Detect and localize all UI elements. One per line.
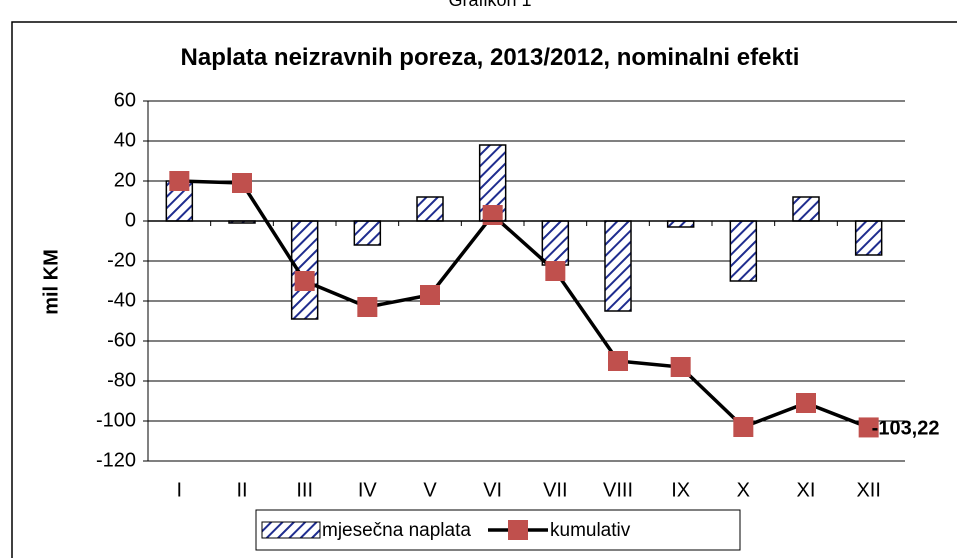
x-tick-label: VI: [483, 479, 502, 501]
bar: [353, 220, 382, 246]
y-axis-title: mil KM: [40, 249, 62, 315]
x-tick-label: II: [236, 479, 247, 501]
chart-title: Naplata neizravnih poreza, 2013/2012, no…: [180, 44, 800, 71]
x-tick-label: V: [423, 479, 437, 501]
bar: [416, 196, 444, 222]
bar: [541, 220, 570, 266]
x-tick-label: XII: [856, 479, 880, 501]
y-tick-label: -120: [96, 449, 136, 471]
y-tick-label: 60: [114, 89, 136, 111]
bar: [854, 220, 883, 256]
marker: [670, 357, 691, 377]
x-tick-label: VIII: [603, 479, 633, 501]
x-tick-label: IV: [358, 479, 378, 501]
y-tick-label: 0: [125, 209, 136, 231]
marker: [608, 351, 628, 371]
chart-frame: [11, 21, 957, 558]
y-tick-label: -40: [107, 289, 136, 311]
marker: [482, 205, 503, 225]
legend-label: mjesečna naplata: [322, 520, 471, 541]
marker: [796, 393, 816, 413]
y-tick-label: -80: [107, 369, 136, 391]
x-tick-label: III: [296, 479, 313, 501]
caption: Grafikon 1: [448, 0, 532, 10]
x-tick-label: IX: [671, 479, 690, 501]
y-tick-label: 20: [114, 169, 136, 191]
marker: [420, 285, 440, 305]
legend-label: kumulativ: [550, 520, 631, 541]
marker: [169, 171, 190, 191]
legend-marker: [508, 520, 528, 540]
marker: [232, 173, 252, 193]
y-tick-label: -60: [107, 329, 136, 351]
bar: [666, 220, 695, 228]
bar: [729, 220, 758, 282]
marker: [733, 417, 754, 437]
legend-swatch: [261, 521, 321, 539]
bar: [792, 196, 820, 222]
marker: [294, 271, 315, 291]
y-tick-label: -100: [96, 409, 136, 431]
marker: [357, 297, 378, 317]
y-tick-label: -20: [107, 249, 136, 271]
x-tick-label: I: [177, 479, 183, 501]
marker: [545, 261, 566, 281]
x-tick-label: XI: [797, 479, 816, 501]
line: [179, 179, 870, 430]
bar: [604, 220, 632, 312]
x-tick-label: X: [737, 479, 750, 501]
data-label: -103,22: [872, 418, 940, 440]
y-tick-label: 40: [114, 129, 136, 151]
marker: [858, 417, 879, 438]
x-tick-label: VII: [543, 479, 567, 501]
